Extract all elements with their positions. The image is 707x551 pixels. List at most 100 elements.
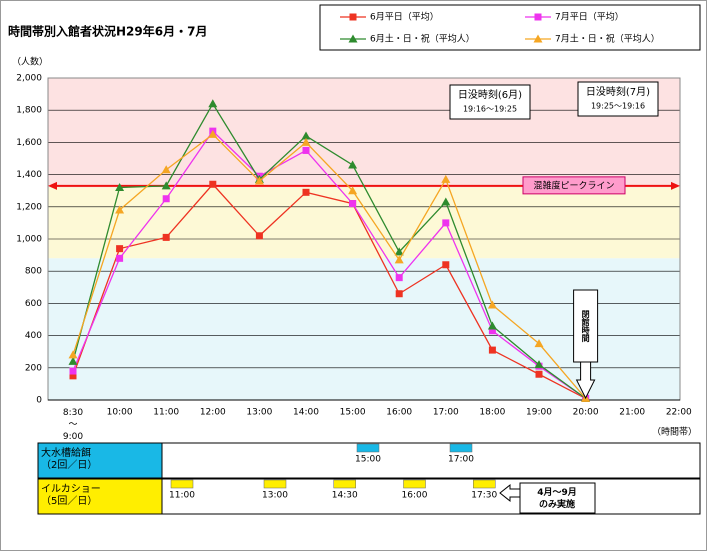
series-line xyxy=(72,183,586,399)
data-point xyxy=(116,245,124,253)
x-tick-label: 13:00 xyxy=(246,408,272,418)
x-axis-label: （時間帯） xyxy=(652,426,697,438)
peak-label-box xyxy=(522,176,626,195)
y-tick-label: 1,000 xyxy=(16,235,42,245)
closing-arrow xyxy=(575,361,596,400)
x-tick-label: 21:00 xyxy=(619,408,645,418)
arrow-head xyxy=(671,181,680,190)
x-tick-label: 15:00 xyxy=(340,408,366,418)
y-tick-label: 800 xyxy=(25,267,42,277)
schedule-slot xyxy=(449,443,473,453)
legend-marker xyxy=(348,34,358,43)
schedule-time: 13:00 xyxy=(262,491,288,501)
data-point xyxy=(115,205,125,214)
series-line xyxy=(72,102,586,399)
x-tick-label: 18:00 xyxy=(479,408,505,418)
sunset-box xyxy=(577,81,659,117)
data-point xyxy=(115,182,125,191)
data-point xyxy=(487,321,497,330)
data-point xyxy=(441,174,451,183)
data-point xyxy=(209,180,217,188)
legend-marker xyxy=(533,34,543,43)
y-tick-label: 1,600 xyxy=(16,138,42,148)
sunset-title: 日没時刻(7月) xyxy=(586,85,650,98)
schedule-time: 16:00 xyxy=(402,491,428,501)
schedule-time: 14:30 xyxy=(332,491,358,501)
sunset-title: 日没時刻(6月) xyxy=(458,88,522,101)
data-point xyxy=(208,129,218,138)
x-tick-label: 20:00 xyxy=(573,408,599,418)
series-line xyxy=(72,130,586,399)
schedule-time: 15:00 xyxy=(355,455,381,465)
data-point xyxy=(162,195,170,203)
legend-marker xyxy=(534,13,542,21)
y-tick-label: 2,000 xyxy=(16,74,42,84)
sunset-box xyxy=(449,84,531,120)
arrow-head xyxy=(48,181,57,190)
data-point xyxy=(208,99,218,108)
legend-label: 7月土・日・祝（平均人） xyxy=(555,33,660,45)
data-point xyxy=(394,247,404,256)
y-tick-label: 200 xyxy=(25,363,42,373)
data-point xyxy=(348,186,358,195)
schedule-slot xyxy=(356,443,380,453)
data-point xyxy=(161,181,171,190)
x-tick-label: 14:00 xyxy=(293,408,319,418)
schedule-time: 11:00 xyxy=(169,491,195,501)
schedule-slot xyxy=(170,479,194,489)
x-tick-label: 19:00 xyxy=(526,408,552,418)
data-point xyxy=(441,197,451,206)
y-tick-label: 0 xyxy=(36,396,42,406)
data-point xyxy=(302,188,310,196)
legend xyxy=(319,4,701,51)
x-tick-label: 22:00 xyxy=(666,408,692,418)
data-point xyxy=(68,350,78,359)
data-point xyxy=(69,367,77,375)
legend-marker xyxy=(349,13,357,21)
data-point xyxy=(487,300,497,309)
data-point xyxy=(395,290,403,298)
closing-label: 閉館時間 xyxy=(581,310,590,343)
data-point xyxy=(69,372,77,380)
schedule-label-cell xyxy=(37,442,163,479)
legend-label: 6月土・日・祝（平均人） xyxy=(370,33,475,45)
schedule-time: 17:30 xyxy=(471,491,497,501)
series-line xyxy=(72,133,587,399)
data-point xyxy=(442,261,450,269)
x-tick-label: 12:00 xyxy=(200,408,226,418)
y-tick-label: 400 xyxy=(25,331,42,341)
data-point xyxy=(349,200,357,208)
schedule-slot xyxy=(263,479,287,489)
schedule-slot xyxy=(403,479,426,489)
data-point xyxy=(534,339,544,348)
data-point xyxy=(488,327,496,335)
schedule-slot xyxy=(473,479,496,489)
data-point xyxy=(488,346,496,354)
zone-band xyxy=(48,78,680,188)
data-point xyxy=(162,233,170,241)
data-point xyxy=(301,137,311,146)
sunset-range: 19:16～19:25 xyxy=(463,105,517,114)
note-text: 4月～9月のみ実施 xyxy=(537,487,577,510)
y-tick-label: 1,400 xyxy=(16,170,42,180)
y-tick-label: 1,200 xyxy=(16,202,42,212)
sunset-range: 19:25～19:16 xyxy=(591,102,645,111)
data-point xyxy=(68,356,78,365)
schedule-time: 17:00 xyxy=(448,455,474,465)
x-tick-label: 10:00 xyxy=(107,408,133,418)
schedule-slot xyxy=(333,479,356,489)
data-point xyxy=(535,370,543,378)
data-point xyxy=(255,232,263,240)
y-tick-label: 600 xyxy=(25,299,42,309)
data-point xyxy=(348,160,358,169)
schedule-label-cell xyxy=(37,478,163,515)
data-point xyxy=(442,219,450,227)
x-tick-label: 11:00 xyxy=(153,408,179,418)
x-tick-label: 8:30 ～ 9:00 xyxy=(63,408,83,442)
data-point xyxy=(302,146,310,154)
peak-label: 混雑度ピークライン xyxy=(533,179,614,191)
note-box xyxy=(519,482,596,514)
x-tick-label: 17:00 xyxy=(433,408,459,418)
data-point xyxy=(254,176,264,185)
